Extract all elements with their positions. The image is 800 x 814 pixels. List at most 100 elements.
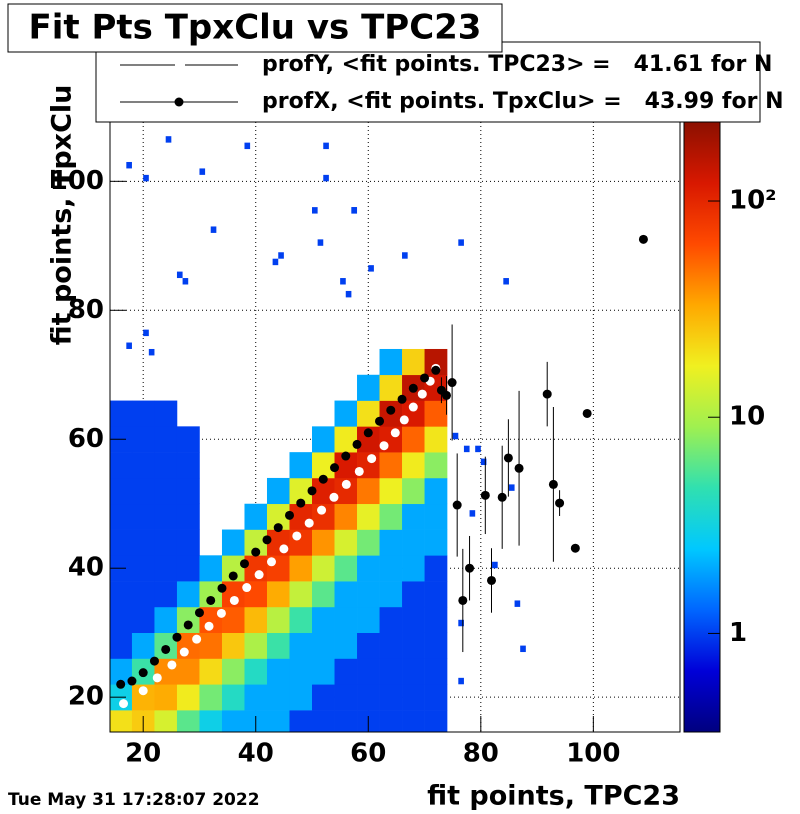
heatmap-cell — [176, 477, 200, 505]
heatmap-cell — [317, 239, 324, 246]
profile-point — [279, 544, 289, 554]
heatmap-cell — [452, 432, 459, 440]
heatmap-cell — [312, 581, 335, 608]
heatmap-cell — [110, 710, 133, 732]
y-tick-label: 60 — [68, 424, 104, 454]
heatmap-cell — [221, 555, 245, 582]
profile-point — [183, 620, 193, 630]
heatmap-cell — [176, 710, 200, 732]
heatmap-cell — [357, 632, 380, 659]
heatmap-cell — [334, 581, 358, 608]
y-axis-label: fit points, TpxClu — [47, 85, 78, 346]
profile-point — [206, 595, 216, 605]
heatmap-cell — [402, 555, 425, 582]
heatmap-cell — [176, 555, 200, 582]
profile-point — [284, 510, 294, 520]
legend-label: profX, <fit points. TpxClu> = 43.99 for … — [262, 89, 784, 114]
heatmap-cell — [289, 710, 313, 732]
heatmap-cell — [312, 658, 335, 685]
heatmap-cell — [272, 258, 279, 266]
heatmap-cell — [424, 606, 448, 633]
heatmap-cell — [402, 658, 425, 685]
heatmap-cell — [278, 252, 284, 259]
heatmap-cell — [357, 426, 380, 453]
heatmap-cell — [312, 452, 335, 479]
heatmap-cell — [199, 684, 223, 711]
heatmap-cell — [424, 658, 448, 685]
heatmap-cell — [110, 658, 133, 685]
y-tick-label: 80 — [68, 295, 104, 325]
heatmap-cell — [379, 452, 403, 479]
chart-title: Fit Pts TpxClu vs TPC23 — [29, 8, 482, 48]
heatmap-cell — [154, 400, 178, 427]
heatmap-cell — [131, 529, 155, 556]
profile-point — [216, 608, 226, 618]
heatmap-cell — [244, 529, 268, 556]
heatmap-cell — [221, 606, 245, 633]
heatmap-cell — [244, 684, 268, 711]
heatmap-cell — [520, 645, 526, 653]
heatmap-cell — [379, 581, 403, 608]
profile-point — [341, 451, 351, 461]
heatmap-cell — [424, 348, 448, 376]
heatmap-cell — [266, 503, 290, 530]
heatmap-cell — [334, 555, 358, 582]
heatmap-cell — [148, 348, 155, 356]
heatmap-cell — [131, 606, 155, 633]
heatmap-cell — [221, 658, 245, 685]
heatmap-cell — [131, 503, 155, 530]
heatmap-cell — [131, 400, 155, 427]
heatmap-cell — [323, 142, 329, 150]
heatmap-cell — [210, 226, 217, 233]
profile-point — [239, 559, 249, 569]
profile-point — [172, 632, 182, 642]
profile-point — [548, 479, 558, 489]
heatmap-cell — [480, 458, 487, 466]
heatmap-cell — [244, 503, 268, 530]
profile-point — [329, 492, 339, 502]
heatmap-cell — [143, 329, 149, 337]
profile-point — [352, 439, 362, 449]
heatmap-cell — [131, 581, 155, 608]
profile-point — [363, 428, 373, 438]
profile-point — [514, 463, 524, 473]
profile-point — [307, 486, 317, 496]
heatmap-cell — [379, 348, 403, 376]
heatmap-cell — [402, 452, 425, 479]
heatmap-cell — [402, 477, 425, 505]
heatmap-cell — [312, 477, 335, 505]
heatmap-cell — [357, 529, 380, 556]
heatmap-cell — [312, 207, 318, 214]
heatmap-cell — [379, 710, 403, 732]
color-bar — [683, 121, 721, 733]
profile-point — [420, 373, 430, 383]
profile-point — [431, 365, 441, 375]
profile-point — [367, 454, 377, 464]
profile-point — [570, 543, 580, 553]
heatmap-cell — [289, 452, 313, 479]
heatmap-cell — [266, 658, 290, 685]
profile-point — [638, 234, 648, 244]
heatmap-cell — [469, 510, 476, 517]
heatmap-cell — [154, 503, 178, 530]
profile-point — [292, 531, 302, 541]
profile-point — [251, 547, 261, 557]
heatmap-cell — [154, 606, 178, 633]
heatmap-cell — [221, 710, 245, 732]
profile-point — [229, 595, 239, 605]
heatmap-cell — [199, 632, 223, 659]
profile-point — [254, 570, 264, 580]
heatmap-cell — [126, 161, 132, 169]
heatmap-cell — [131, 426, 155, 453]
profile-point — [330, 463, 340, 473]
heatmap-cell — [334, 477, 358, 505]
profile-point — [194, 608, 204, 618]
heatmap-cell — [312, 529, 335, 556]
profile-point — [399, 415, 409, 425]
heatmap-cell — [289, 555, 313, 582]
heatmap-cell — [289, 632, 313, 659]
heatmap-cell — [176, 684, 200, 711]
heatmap-cell — [402, 503, 425, 530]
heatmap-cell — [154, 581, 178, 608]
